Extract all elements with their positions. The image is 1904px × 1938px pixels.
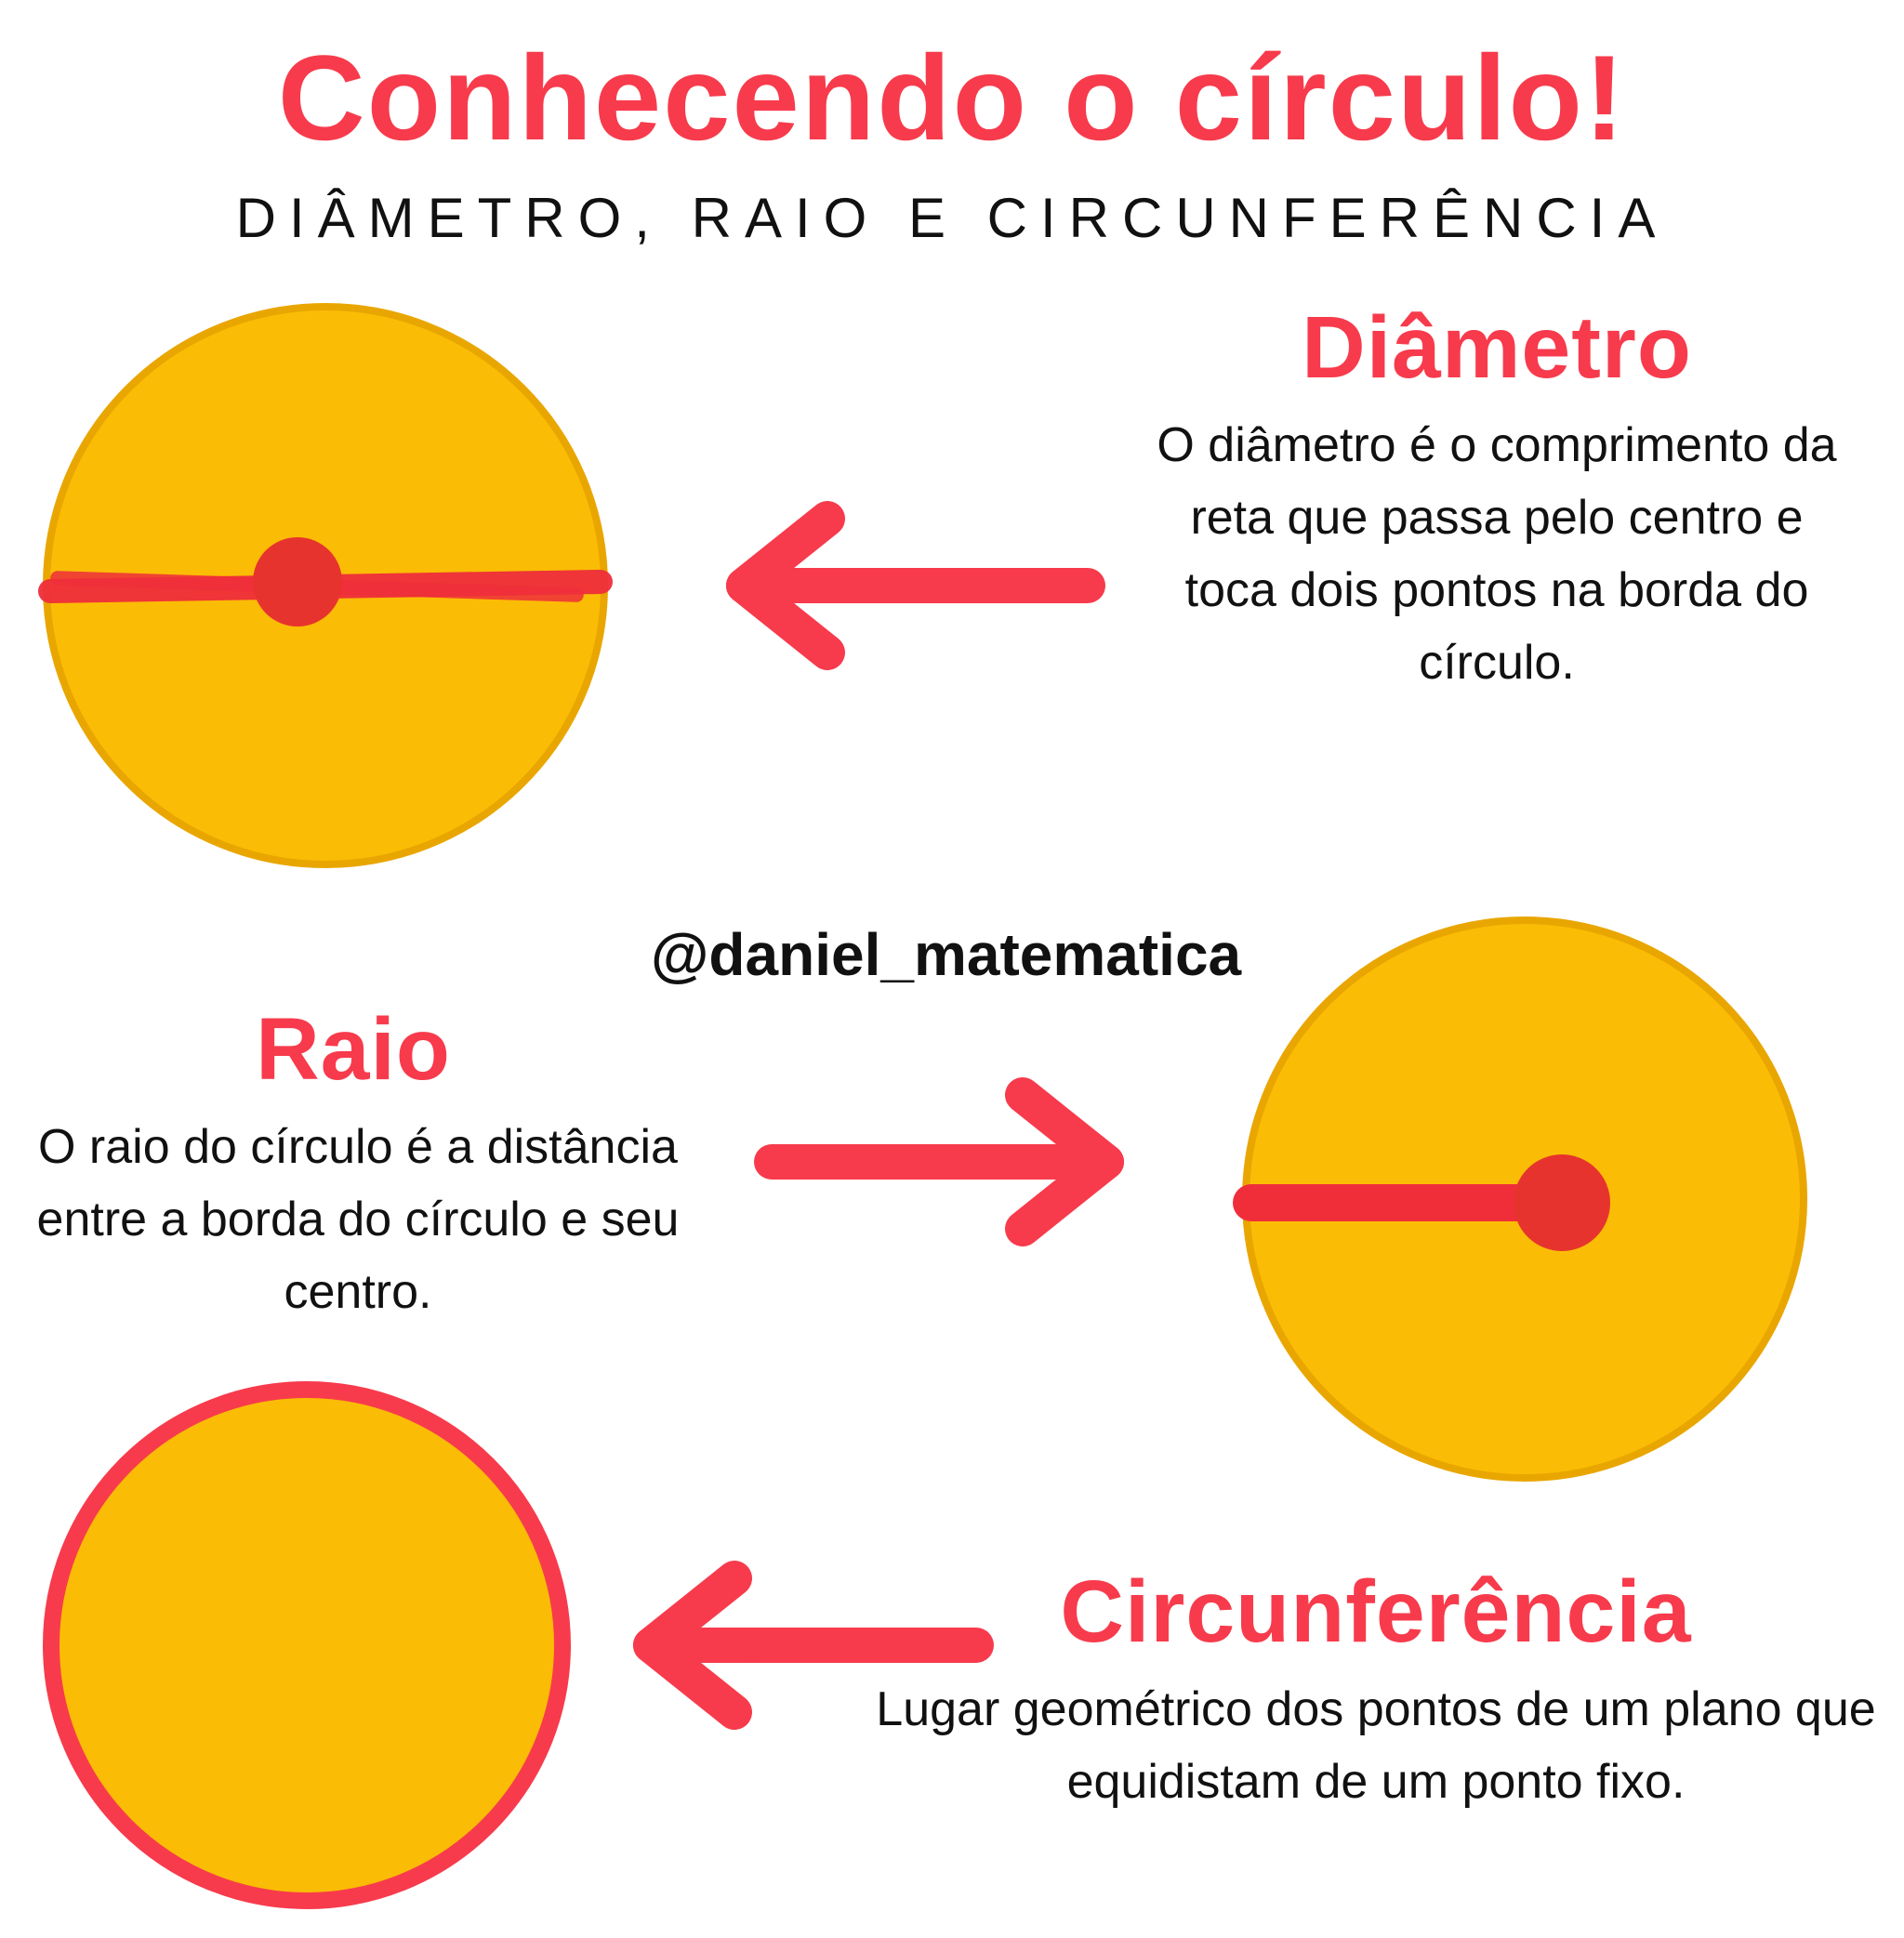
circunferencia-heading: Circunferência xyxy=(911,1562,1841,1663)
diametro-body: O diâmetro é o comprimento da reta que p… xyxy=(1144,409,1850,699)
diametro-heading: Diâmetro xyxy=(1171,297,1822,399)
raio-body: O raio do círculo é a distância entre a … xyxy=(0,1111,716,1328)
circunferencia-body: Lugar geométrico dos pontos de um plano … xyxy=(865,1673,1887,1818)
diameter-circle-diagram xyxy=(9,270,641,902)
author-handle: @daniel_matematica xyxy=(651,920,1241,989)
radius-circle-diagram xyxy=(1209,883,1841,1515)
arrow-left-icon xyxy=(632,1543,1013,1747)
main-title: Conhecendo o círculo! xyxy=(0,28,1904,167)
arrow-left-icon xyxy=(725,483,1125,688)
circumference-circle-diagram xyxy=(14,1352,600,1938)
arrow-right-icon xyxy=(753,1060,1153,1264)
subtitle: DIÂMETRO, RAIO E CIRCUNFERÊNCIA xyxy=(0,186,1904,250)
raio-heading: Raio xyxy=(74,999,632,1101)
